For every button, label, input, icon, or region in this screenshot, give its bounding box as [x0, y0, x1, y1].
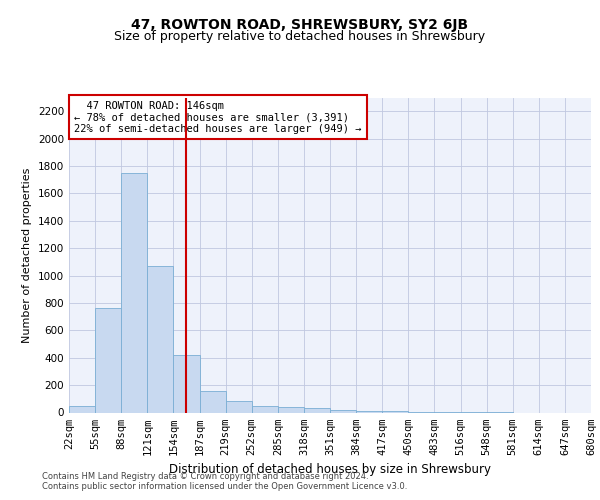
Y-axis label: Number of detached properties: Number of detached properties — [22, 168, 32, 342]
Bar — [69, 406, 95, 412]
Bar — [278, 407, 304, 412]
Bar — [148, 266, 173, 412]
Bar — [382, 411, 409, 412]
Bar — [330, 410, 356, 412]
X-axis label: Distribution of detached houses by size in Shrewsbury: Distribution of detached houses by size … — [169, 463, 491, 476]
Bar — [199, 392, 226, 412]
Bar — [304, 408, 330, 412]
Text: Size of property relative to detached houses in Shrewsbury: Size of property relative to detached ho… — [115, 30, 485, 43]
Bar — [95, 308, 121, 412]
Bar — [226, 401, 252, 412]
Bar — [173, 355, 199, 412]
Text: Contains HM Land Registry data © Crown copyright and database right 2024.: Contains HM Land Registry data © Crown c… — [42, 472, 368, 481]
Text: 47 ROWTON ROAD: 146sqm
← 78% of detached houses are smaller (3,391)
22% of semi-: 47 ROWTON ROAD: 146sqm ← 78% of detached… — [74, 100, 362, 134]
Text: Contains public sector information licensed under the Open Government Licence v3: Contains public sector information licen… — [42, 482, 407, 491]
Bar — [121, 173, 148, 412]
Bar — [356, 411, 382, 412]
Bar — [252, 406, 278, 412]
Text: 47, ROWTON ROAD, SHREWSBURY, SY2 6JB: 47, ROWTON ROAD, SHREWSBURY, SY2 6JB — [131, 18, 469, 32]
